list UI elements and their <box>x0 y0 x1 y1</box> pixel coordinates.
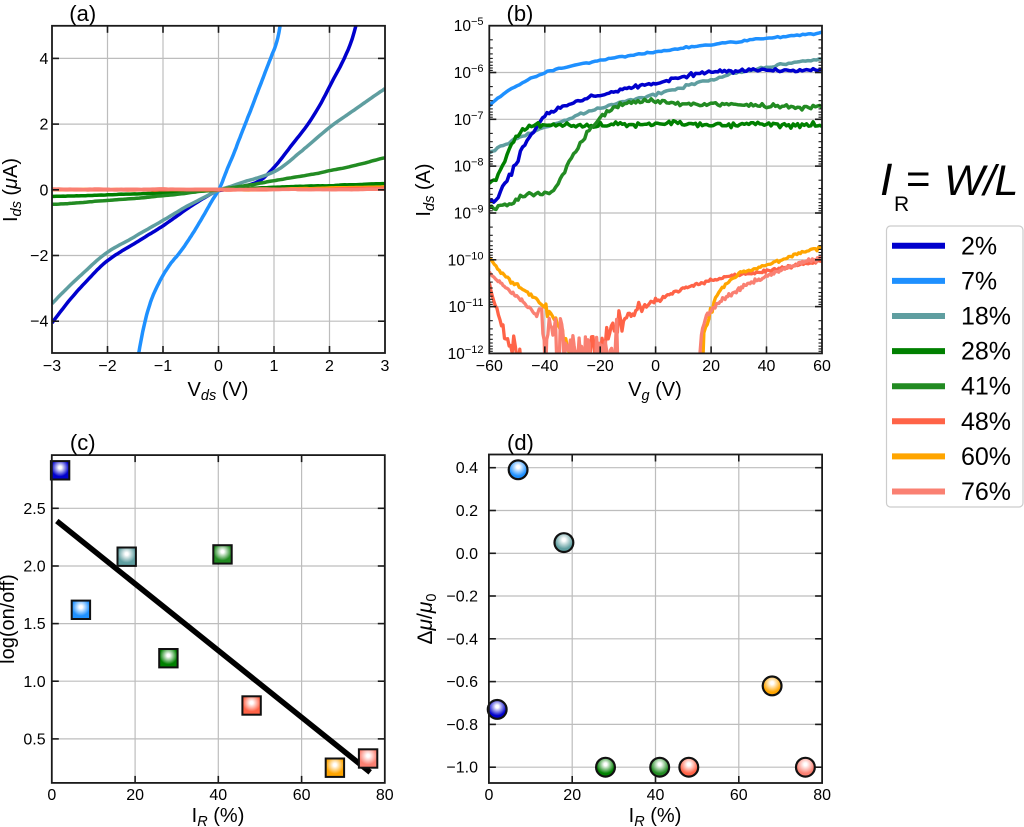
svg-text:80: 80 <box>813 787 831 804</box>
svg-text:1: 1 <box>270 358 279 375</box>
svg-text:−3: −3 <box>43 358 61 375</box>
svg-text:Vg (V): Vg (V) <box>628 379 682 404</box>
svg-text:40: 40 <box>209 787 227 804</box>
svg-text:7%: 7% <box>961 267 997 295</box>
svg-text:60%: 60% <box>961 443 1011 471</box>
svg-text:4: 4 <box>39 51 48 68</box>
svg-text:−0.8: −0.8 <box>446 717 478 734</box>
svg-text:−2: −2 <box>98 358 116 375</box>
svg-text:28%: 28% <box>961 338 1011 366</box>
svg-text:2: 2 <box>39 117 48 134</box>
svg-text:−2: −2 <box>30 248 48 265</box>
svg-text:0: 0 <box>47 787 56 804</box>
svg-text:20: 20 <box>563 787 581 804</box>
svg-text:−0.4: −0.4 <box>446 631 478 648</box>
svg-text:=: = <box>906 155 931 202</box>
svg-text:0: 0 <box>39 182 48 199</box>
svg-text:76%: 76% <box>961 478 1011 506</box>
svg-text:20: 20 <box>702 358 720 375</box>
svg-text:−0.6: −0.6 <box>446 674 478 691</box>
svg-text:41%: 41% <box>961 373 1011 401</box>
svg-text:0.2: 0.2 <box>456 503 478 520</box>
svg-text:48%: 48% <box>961 408 1011 436</box>
svg-text:1.0: 1.0 <box>23 674 45 691</box>
svg-text:W/L: W/L <box>944 157 1017 205</box>
svg-text:20: 20 <box>126 787 144 804</box>
svg-text:1.5: 1.5 <box>23 616 45 633</box>
svg-text:Δμ/μ0: Δμ/μ0 <box>414 594 440 645</box>
svg-text:2.0: 2.0 <box>23 559 45 576</box>
svg-text:0: 0 <box>214 358 223 375</box>
svg-text:60: 60 <box>730 787 748 804</box>
svg-text:−0.2: −0.2 <box>446 589 478 606</box>
svg-text:−1.0: −1.0 <box>446 760 478 777</box>
svg-text:40: 40 <box>758 358 776 375</box>
svg-text:2: 2 <box>325 358 334 375</box>
svg-text:−60: −60 <box>476 358 503 375</box>
svg-text:2%: 2% <box>961 232 997 260</box>
svg-text:80: 80 <box>376 787 394 804</box>
svg-text:(b): (b) <box>507 1 534 26</box>
svg-text:3: 3 <box>381 358 390 375</box>
svg-text:60: 60 <box>293 787 311 804</box>
svg-text:−20: −20 <box>587 358 614 375</box>
svg-text:R: R <box>894 193 909 216</box>
svg-text:0.5: 0.5 <box>23 731 45 748</box>
svg-text:40: 40 <box>647 787 665 804</box>
svg-text:log(on/off): log(on/off) <box>0 574 19 664</box>
svg-text:0.4: 0.4 <box>456 460 478 477</box>
svg-text:(c): (c) <box>70 430 96 455</box>
svg-text:60: 60 <box>813 358 831 375</box>
svg-text:−1: −1 <box>154 358 172 375</box>
svg-text:(a): (a) <box>69 1 96 26</box>
svg-text:18%: 18% <box>961 303 1011 331</box>
svg-text:I: I <box>880 154 893 205</box>
svg-text:−40: −40 <box>531 358 558 375</box>
svg-text:Vds (V): Vds (V) <box>188 379 249 404</box>
svg-text:2.5: 2.5 <box>23 501 45 518</box>
svg-text:−4: −4 <box>30 314 48 331</box>
svg-text:0: 0 <box>484 787 493 804</box>
svg-text:0.0: 0.0 <box>456 546 478 563</box>
svg-text:0: 0 <box>651 358 660 375</box>
svg-text:(d): (d) <box>507 430 534 455</box>
